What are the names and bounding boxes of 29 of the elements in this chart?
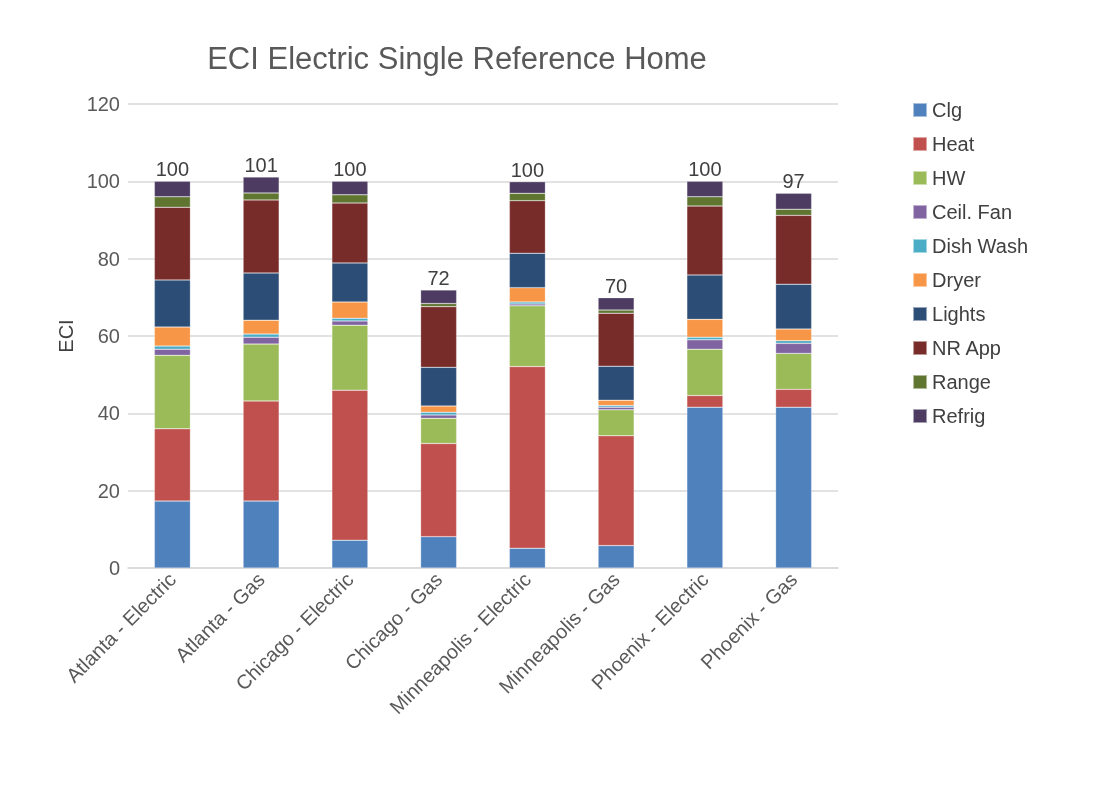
total-label: 101 xyxy=(244,154,278,177)
legend-label: NR App xyxy=(932,337,1001,359)
chart-title: ECI Electric Single Reference Home xyxy=(207,41,707,76)
legend-label: Range xyxy=(932,371,991,393)
y-tick-label: 120 xyxy=(86,93,120,115)
bar xyxy=(420,289,457,304)
legend-label: Dish Wash xyxy=(932,235,1029,257)
total-label: 100 xyxy=(333,158,367,181)
y-tick-label: 40 xyxy=(97,402,120,425)
legend-label: Dryer xyxy=(932,269,982,291)
total-label: 72 xyxy=(427,266,450,289)
total-label: 100 xyxy=(688,158,722,181)
legend-label: HW xyxy=(932,167,966,189)
legend-label: Refrig xyxy=(932,405,986,427)
y-tick-label: 60 xyxy=(97,325,120,347)
y-axis-title: ECI xyxy=(54,319,77,353)
legend-label: Lights xyxy=(932,303,986,325)
legend-label: Heat xyxy=(932,133,975,155)
total-label: 100 xyxy=(510,158,545,181)
total-label: 70 xyxy=(605,274,628,297)
total-label: 100 xyxy=(155,158,190,181)
legend-label: Ceil. Fan xyxy=(932,201,1013,223)
y-tick-label: 100 xyxy=(86,170,120,193)
total-label: 97 xyxy=(782,170,805,193)
y-tick-label: 20 xyxy=(97,479,120,502)
y-tick-label: 80 xyxy=(97,247,120,270)
legend-label: Clg xyxy=(932,99,963,121)
y-tick-label: 0 xyxy=(108,557,120,579)
bar xyxy=(598,297,635,311)
